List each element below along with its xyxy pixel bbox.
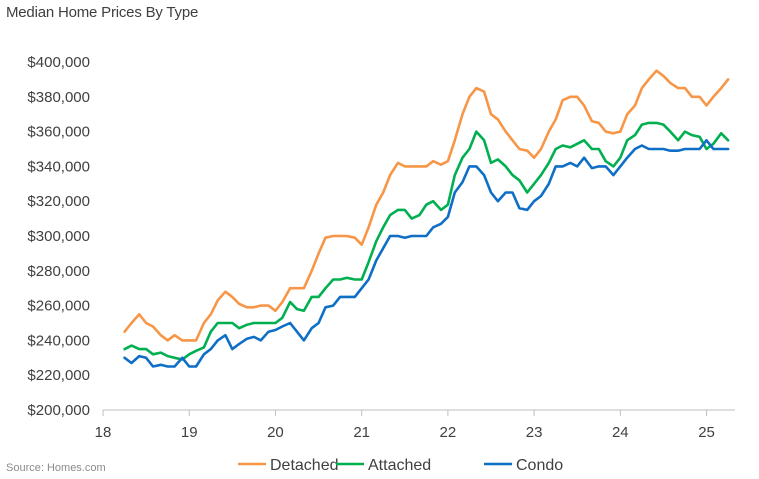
y-tick-label: $280,000	[27, 263, 90, 280]
series-line-condo	[123, 139, 730, 368]
x-tick-label: 25	[698, 424, 715, 441]
chart-title: Median Home Prices By Type	[6, 4, 199, 21]
x-tick-label: 21	[353, 424, 370, 441]
x-tick-label: 23	[526, 424, 543, 441]
x-axis: 18 19 20 21 22 23 24 25	[95, 409, 735, 441]
x-tick-label: 22	[440, 424, 457, 441]
y-tick-label: $360,000	[27, 124, 90, 141]
legend-label-detached: Detached	[270, 457, 339, 474]
y-axis-ticks: $200,000 $220,000 $240,000 $260,000 $280,000…	[27, 54, 90, 419]
x-tick-label: 20	[267, 424, 284, 441]
y-tick-label: $220,000	[27, 367, 90, 384]
y-tick-label: $400,000	[27, 54, 90, 71]
series-line-detached	[123, 69, 730, 342]
x-tick-label: 19	[181, 424, 198, 441]
legend-label-condo: Condo	[516, 457, 563, 474]
y-tick-label: $380,000	[27, 89, 90, 106]
x-tick-label: 18	[95, 424, 112, 441]
y-tick-label: $320,000	[27, 193, 90, 210]
series-line-attached	[123, 121, 730, 361]
x-tick-label: 24	[612, 424, 629, 441]
legend-label-attached: Attached	[368, 457, 431, 474]
y-tick-label: $240,000	[27, 332, 90, 349]
y-tick-label: $200,000	[27, 402, 90, 419]
source-note: Source: Homes.com	[6, 462, 106, 474]
y-tick-label: $340,000	[27, 158, 90, 175]
series-lines	[123, 69, 730, 368]
legend: Detached Attached Condo	[238, 457, 563, 474]
y-tick-label: $300,000	[27, 228, 90, 245]
y-tick-label: $260,000	[27, 298, 90, 315]
